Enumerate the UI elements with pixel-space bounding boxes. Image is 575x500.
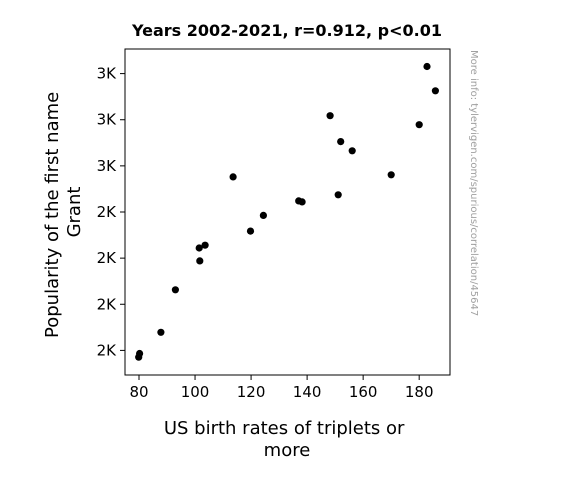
- y-tick-label-1: 2K: [97, 341, 118, 359]
- axes-frame: [124, 48, 451, 376]
- data-point-9: [246, 227, 255, 235]
- x-tick-label-5: 160: [349, 383, 378, 401]
- data-point-14: [334, 191, 342, 199]
- data-point-15: [337, 138, 345, 146]
- data-point-4: [171, 286, 179, 294]
- data-point-18: [415, 121, 423, 129]
- y-tick-label-6: 3K: [97, 111, 118, 129]
- y-axis-label: Popularity of the first name Grant: [42, 86, 85, 338]
- y-tick-label-2: 2K: [97, 295, 118, 313]
- x-axis-label-line-2: more: [264, 440, 311, 461]
- x-tick-label-6: 180: [405, 383, 434, 401]
- y-tick-label-5: 3K: [97, 157, 118, 175]
- x-axis-ticks: 80 100 120 140 160 180: [129, 375, 434, 401]
- data-point-7: [201, 241, 209, 249]
- x-tick-label-2: 100: [181, 383, 210, 401]
- y-axis-ticks: 2K 2K 2K 2K 3K 3K 3K: [97, 65, 125, 359]
- data-point-12: [298, 198, 306, 206]
- data-point-8: [229, 173, 237, 181]
- data-point-6: [195, 244, 203, 252]
- data-point-20: [431, 87, 439, 95]
- data-point-13: [326, 112, 334, 120]
- data-points: [135, 62, 439, 361]
- x-axis-label-line-1: US birth rates of triplets or: [164, 418, 405, 439]
- x-tick-label-4: 140: [293, 383, 322, 401]
- data-point-16: [348, 147, 356, 155]
- x-axis-label: US birth rates of triplets or more: [164, 418, 410, 461]
- plot-area: 80 100 120 140 160 180 2K 2K 2K 2K 3K 3K 3K: [97, 48, 451, 401]
- x-tick-label-3: 120: [237, 383, 266, 401]
- data-point-17: [387, 171, 395, 179]
- source-watermark: More info: tylervigen.com/spurious/corre…: [468, 50, 479, 316]
- y-tick-label-4: 2K: [97, 203, 118, 221]
- data-point-10: [259, 211, 267, 219]
- data-point-3: [157, 328, 165, 336]
- data-point-2: [136, 349, 144, 358]
- data-point-5: [196, 257, 204, 265]
- data-point-19: [423, 62, 431, 71]
- y-tick-label-7: 3K: [97, 65, 118, 83]
- x-tick-label-1: 80: [129, 383, 148, 401]
- y-axis-label-line-1: Popularity of the first name: [42, 92, 63, 338]
- y-tick-label-3: 2K: [97, 249, 118, 267]
- y-axis-label-line-2: Grant: [64, 187, 85, 238]
- chart-title: Years 2002-2021, r=0.912, p<0.01: [131, 21, 442, 40]
